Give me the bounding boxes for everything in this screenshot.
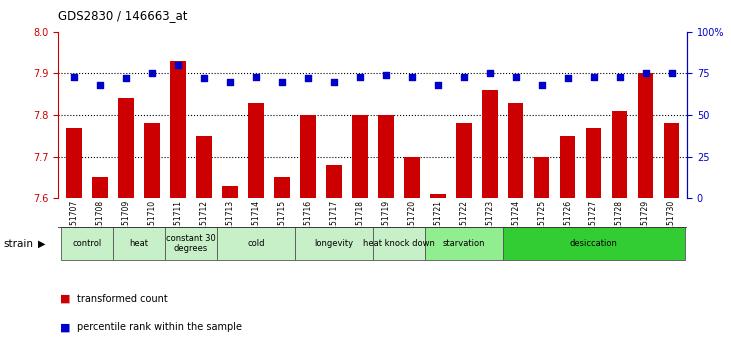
Bar — [560, 136, 575, 198]
Point — [302, 76, 314, 81]
Text: heat knock down: heat knock down — [363, 239, 435, 248]
Point — [406, 74, 417, 80]
Bar — [222, 186, 238, 198]
Point — [94, 82, 106, 88]
Text: control: control — [72, 239, 102, 248]
Text: percentile rank within the sample: percentile rank within the sample — [77, 322, 242, 332]
Bar — [144, 124, 160, 198]
Point — [172, 62, 183, 68]
Bar — [300, 115, 316, 198]
Text: heat: heat — [129, 239, 148, 248]
Point — [432, 82, 444, 88]
Bar — [482, 90, 498, 198]
Point — [276, 79, 288, 85]
Bar — [352, 115, 368, 198]
Point — [510, 74, 521, 80]
Point — [562, 76, 574, 81]
Bar — [165, 227, 217, 260]
Point — [224, 79, 236, 85]
Point — [640, 71, 651, 76]
Text: ■: ■ — [60, 294, 70, 304]
Text: cold: cold — [247, 239, 265, 248]
Point — [146, 71, 158, 76]
Text: GDS2830 / 146663_at: GDS2830 / 146663_at — [58, 9, 188, 22]
Point — [198, 76, 210, 81]
Bar — [430, 194, 446, 198]
Bar — [404, 157, 420, 198]
Bar — [61, 227, 113, 260]
Point — [588, 74, 599, 80]
Point — [68, 74, 80, 80]
Text: ▶: ▶ — [38, 239, 45, 249]
Bar — [664, 124, 679, 198]
Bar — [534, 157, 550, 198]
Point — [484, 71, 496, 76]
Point — [380, 72, 392, 78]
Point — [250, 74, 262, 80]
Bar — [373, 227, 425, 260]
Bar — [295, 227, 373, 260]
Bar — [118, 98, 134, 198]
Bar — [326, 165, 341, 198]
Text: strain: strain — [4, 239, 34, 249]
Text: constant 30
degrees: constant 30 degrees — [166, 234, 216, 253]
Bar — [170, 61, 186, 198]
Bar — [586, 127, 602, 198]
Bar — [248, 103, 264, 198]
Bar — [503, 227, 684, 260]
Text: ■: ■ — [60, 322, 70, 332]
Text: longevity: longevity — [314, 239, 353, 248]
Point — [458, 74, 469, 80]
Point — [614, 74, 626, 80]
Point — [328, 79, 340, 85]
Bar — [425, 227, 503, 260]
Point — [354, 74, 366, 80]
Text: starvation: starvation — [442, 239, 485, 248]
Point — [536, 82, 548, 88]
Bar — [217, 227, 295, 260]
Bar — [92, 177, 108, 198]
Bar — [612, 111, 627, 198]
Bar — [196, 136, 212, 198]
Bar — [113, 227, 165, 260]
Bar — [508, 103, 523, 198]
Point — [120, 76, 132, 81]
Bar — [274, 177, 289, 198]
Text: transformed count: transformed count — [77, 294, 167, 304]
Point — [666, 71, 678, 76]
Text: desiccation: desiccation — [569, 239, 618, 248]
Bar — [67, 127, 82, 198]
Bar — [456, 124, 471, 198]
Bar — [637, 74, 654, 198]
Bar — [378, 115, 393, 198]
